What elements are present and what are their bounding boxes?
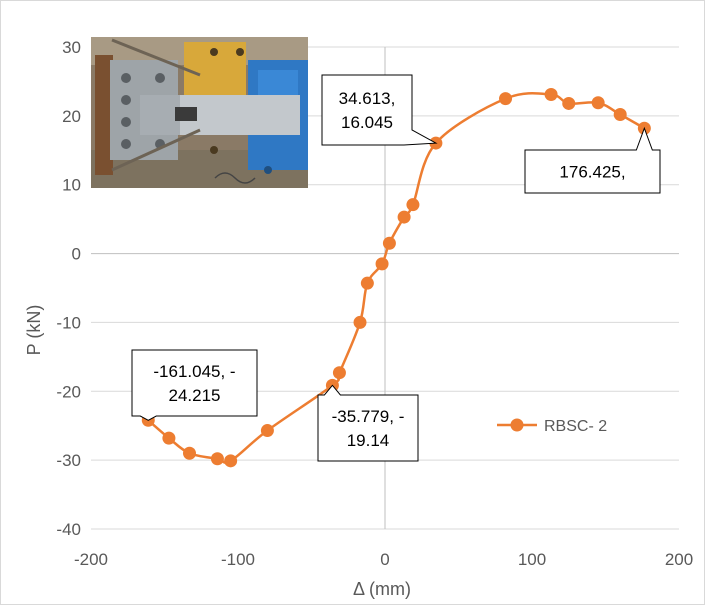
data-point (332, 366, 346, 380)
data-point (182, 446, 196, 460)
data-callout: 34.613, 16.045 (321, 74, 438, 146)
callout-box (321, 74, 438, 146)
y-tick-label: 30 (62, 38, 81, 57)
callout-label: 24.215 (169, 386, 221, 405)
data-callout: -161.045, - 24.215 (131, 349, 258, 421)
y-tick-label: -20 (56, 382, 81, 401)
data-point (353, 315, 367, 329)
data-point (562, 96, 576, 110)
data-point (544, 88, 558, 102)
x-tick-label: -200 (74, 550, 108, 569)
data-point (360, 276, 374, 290)
callout-box (131, 349, 258, 421)
test-specimen-photo (91, 37, 308, 188)
y-tick-label: 10 (62, 176, 81, 195)
y-tick-label: 0 (72, 245, 81, 264)
callout-box (317, 384, 419, 462)
data-point (591, 96, 605, 110)
data-callout: 176.425, (524, 126, 661, 194)
data-point (613, 107, 627, 121)
y-tick-label: -30 (56, 451, 81, 470)
callout-label: -161.045, - (153, 362, 235, 381)
callout-label: 176.425, (559, 163, 625, 182)
data-point (499, 92, 513, 106)
data-point (210, 452, 224, 466)
x-axis-title: Δ (mm) (353, 579, 411, 599)
y-tick-labels: -40 -30 -20 -10 0 10 20 30 (56, 38, 81, 539)
x-tick-label: 0 (380, 550, 389, 569)
callout-label: 19.14 (347, 431, 390, 450)
data-point (382, 236, 396, 250)
x-tick-label: 200 (665, 550, 693, 569)
x-tick-label: -100 (221, 550, 255, 569)
callout-label: -35.779, - (332, 407, 405, 426)
y-tick-label: 20 (62, 107, 81, 126)
legend-marker (510, 418, 524, 432)
callout-box (524, 126, 661, 194)
y-tick-label: -10 (56, 313, 81, 332)
data-callout: -35.779, - 19.14 (317, 384, 419, 462)
y-axis-title: P (kN) (24, 305, 44, 356)
data-point (397, 210, 411, 224)
data-callouts: 34.613, 16.045 176.425, -161.045, - 24.215 -3… (131, 74, 661, 462)
x-tick-label: 100 (518, 550, 546, 569)
y-tick-label: -40 (56, 520, 81, 539)
x-tick-labels: -200 -100 0 100 200 (74, 550, 693, 569)
data-point (162, 431, 176, 445)
callout-label: 16.045 (341, 113, 393, 132)
data-point (406, 198, 420, 212)
callout-label: 34.613, (339, 89, 396, 108)
data-point (260, 424, 274, 438)
data-point (375, 257, 389, 271)
legend: RBSC- 2 (497, 418, 607, 435)
data-point (224, 454, 238, 468)
legend-label: RBSC- 2 (544, 418, 607, 435)
